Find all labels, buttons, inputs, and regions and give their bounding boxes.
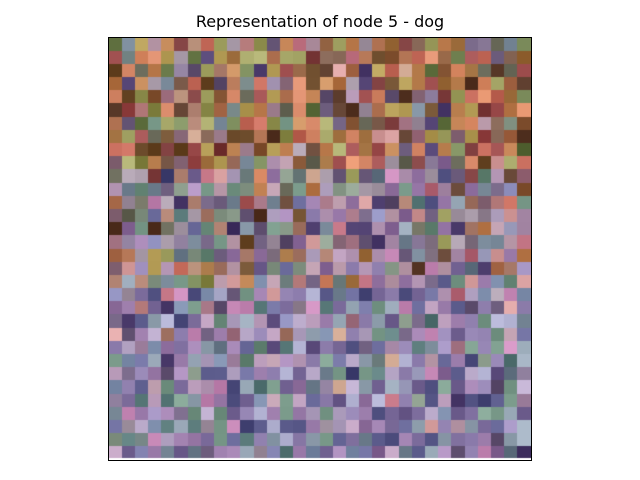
pixelated-image <box>109 38 531 460</box>
image-frame <box>108 37 532 461</box>
figure-title: Representation of node 5 - dog <box>195 12 445 31</box>
